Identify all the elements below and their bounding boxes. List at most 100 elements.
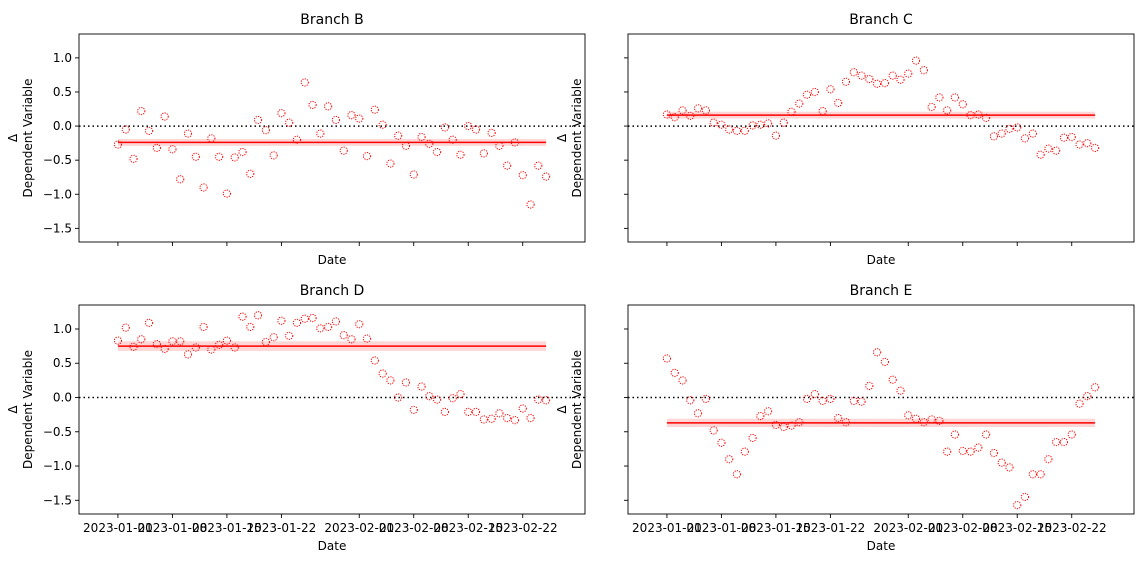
data-point <box>919 418 928 427</box>
data-point <box>693 104 703 113</box>
data-point <box>670 113 679 122</box>
axes-frame <box>78 304 586 515</box>
data-point <box>756 120 765 129</box>
data-point <box>810 87 819 97</box>
x-tick-label: 2023-02-01 <box>324 521 394 535</box>
data-point <box>904 411 913 420</box>
data-point <box>152 339 161 349</box>
data-point <box>1013 123 1022 132</box>
data-point <box>717 438 726 447</box>
y-tick-label: 0.5 <box>53 356 72 370</box>
data-point <box>137 106 146 116</box>
data-point <box>199 322 208 332</box>
data-point <box>834 98 843 107</box>
data-point <box>417 382 426 391</box>
data-point <box>456 389 465 399</box>
axes-frame <box>78 33 586 243</box>
data-point <box>974 110 983 119</box>
data-point <box>487 414 496 423</box>
data-point <box>943 447 952 456</box>
data-point <box>176 337 185 346</box>
data-point <box>802 394 812 403</box>
data-point <box>732 470 742 479</box>
y-tick-label: −1.5 <box>43 221 72 235</box>
data-point <box>981 113 991 122</box>
data-point <box>997 458 1006 467</box>
x-axis-label: Date <box>867 253 896 267</box>
data-point <box>670 368 679 377</box>
data-point <box>331 115 340 125</box>
data-point <box>378 120 387 129</box>
y-tick-label: −0.5 <box>43 425 72 439</box>
data-point <box>503 161 512 170</box>
data-point <box>1052 437 1061 447</box>
data-point <box>1067 132 1076 142</box>
data-point <box>425 392 434 401</box>
data-point <box>355 320 364 329</box>
data-point <box>471 407 481 416</box>
data-point <box>207 345 216 354</box>
data-point <box>471 125 481 134</box>
data-point <box>701 106 710 115</box>
data-point <box>701 394 710 403</box>
data-point <box>748 121 757 130</box>
data-point <box>1005 463 1014 472</box>
x-tick-label: 2023-02-22 <box>488 521 558 535</box>
data-point <box>292 135 302 144</box>
data-point <box>495 409 504 418</box>
data-point <box>253 311 263 320</box>
data-point <box>896 75 905 84</box>
data-point <box>818 106 827 116</box>
data-point <box>277 316 286 325</box>
data-point <box>183 129 193 138</box>
data-point <box>207 134 216 143</box>
data-point <box>113 140 123 149</box>
y-tick-label: −1.0 <box>43 459 72 473</box>
data-point <box>717 120 726 129</box>
data-point <box>950 93 960 102</box>
data-point <box>818 396 827 406</box>
data-point <box>526 200 535 209</box>
data-point <box>888 375 897 384</box>
data-point <box>771 131 781 140</box>
x-tick-label: 2023-02-15 <box>433 521 503 535</box>
data-point <box>888 71 897 80</box>
data-point <box>168 337 177 346</box>
y-axis-label: Dependent Variable <box>21 350 35 469</box>
data-point <box>1020 492 1030 501</box>
x-tick-label: 2023-01-22 <box>796 521 866 535</box>
y-tick-label: −1.0 <box>43 187 72 201</box>
data-point <box>534 161 543 170</box>
data-point <box>857 397 866 406</box>
data-point <box>495 141 504 150</box>
data-point <box>269 333 278 342</box>
data-point <box>261 337 270 347</box>
data-point <box>1075 399 1084 408</box>
x-tick-label: 2023-01-08 <box>138 521 208 535</box>
x-tick-label: 2023-02-15 <box>982 521 1052 535</box>
data-point <box>997 129 1006 138</box>
data-point <box>487 128 496 137</box>
data-point <box>1044 144 1053 153</box>
data-point <box>904 69 913 78</box>
data-point <box>168 145 177 154</box>
data-point <box>261 126 270 135</box>
data-point <box>316 324 325 333</box>
data-point <box>464 121 473 131</box>
data-point <box>779 422 788 432</box>
data-point <box>740 126 749 135</box>
data-point <box>518 171 527 180</box>
data-point <box>1083 392 1092 401</box>
y-axis-label: Δ <box>555 405 569 414</box>
axes-frame <box>627 304 1135 515</box>
data-point <box>1052 146 1061 155</box>
data-point <box>725 125 734 134</box>
data-point <box>966 111 975 120</box>
x-tick-label: 2023-01-15 <box>192 521 262 535</box>
data-point <box>222 189 232 198</box>
data-point <box>339 146 348 155</box>
data-point <box>526 413 535 423</box>
data-point <box>834 413 843 423</box>
data-point <box>849 396 858 406</box>
